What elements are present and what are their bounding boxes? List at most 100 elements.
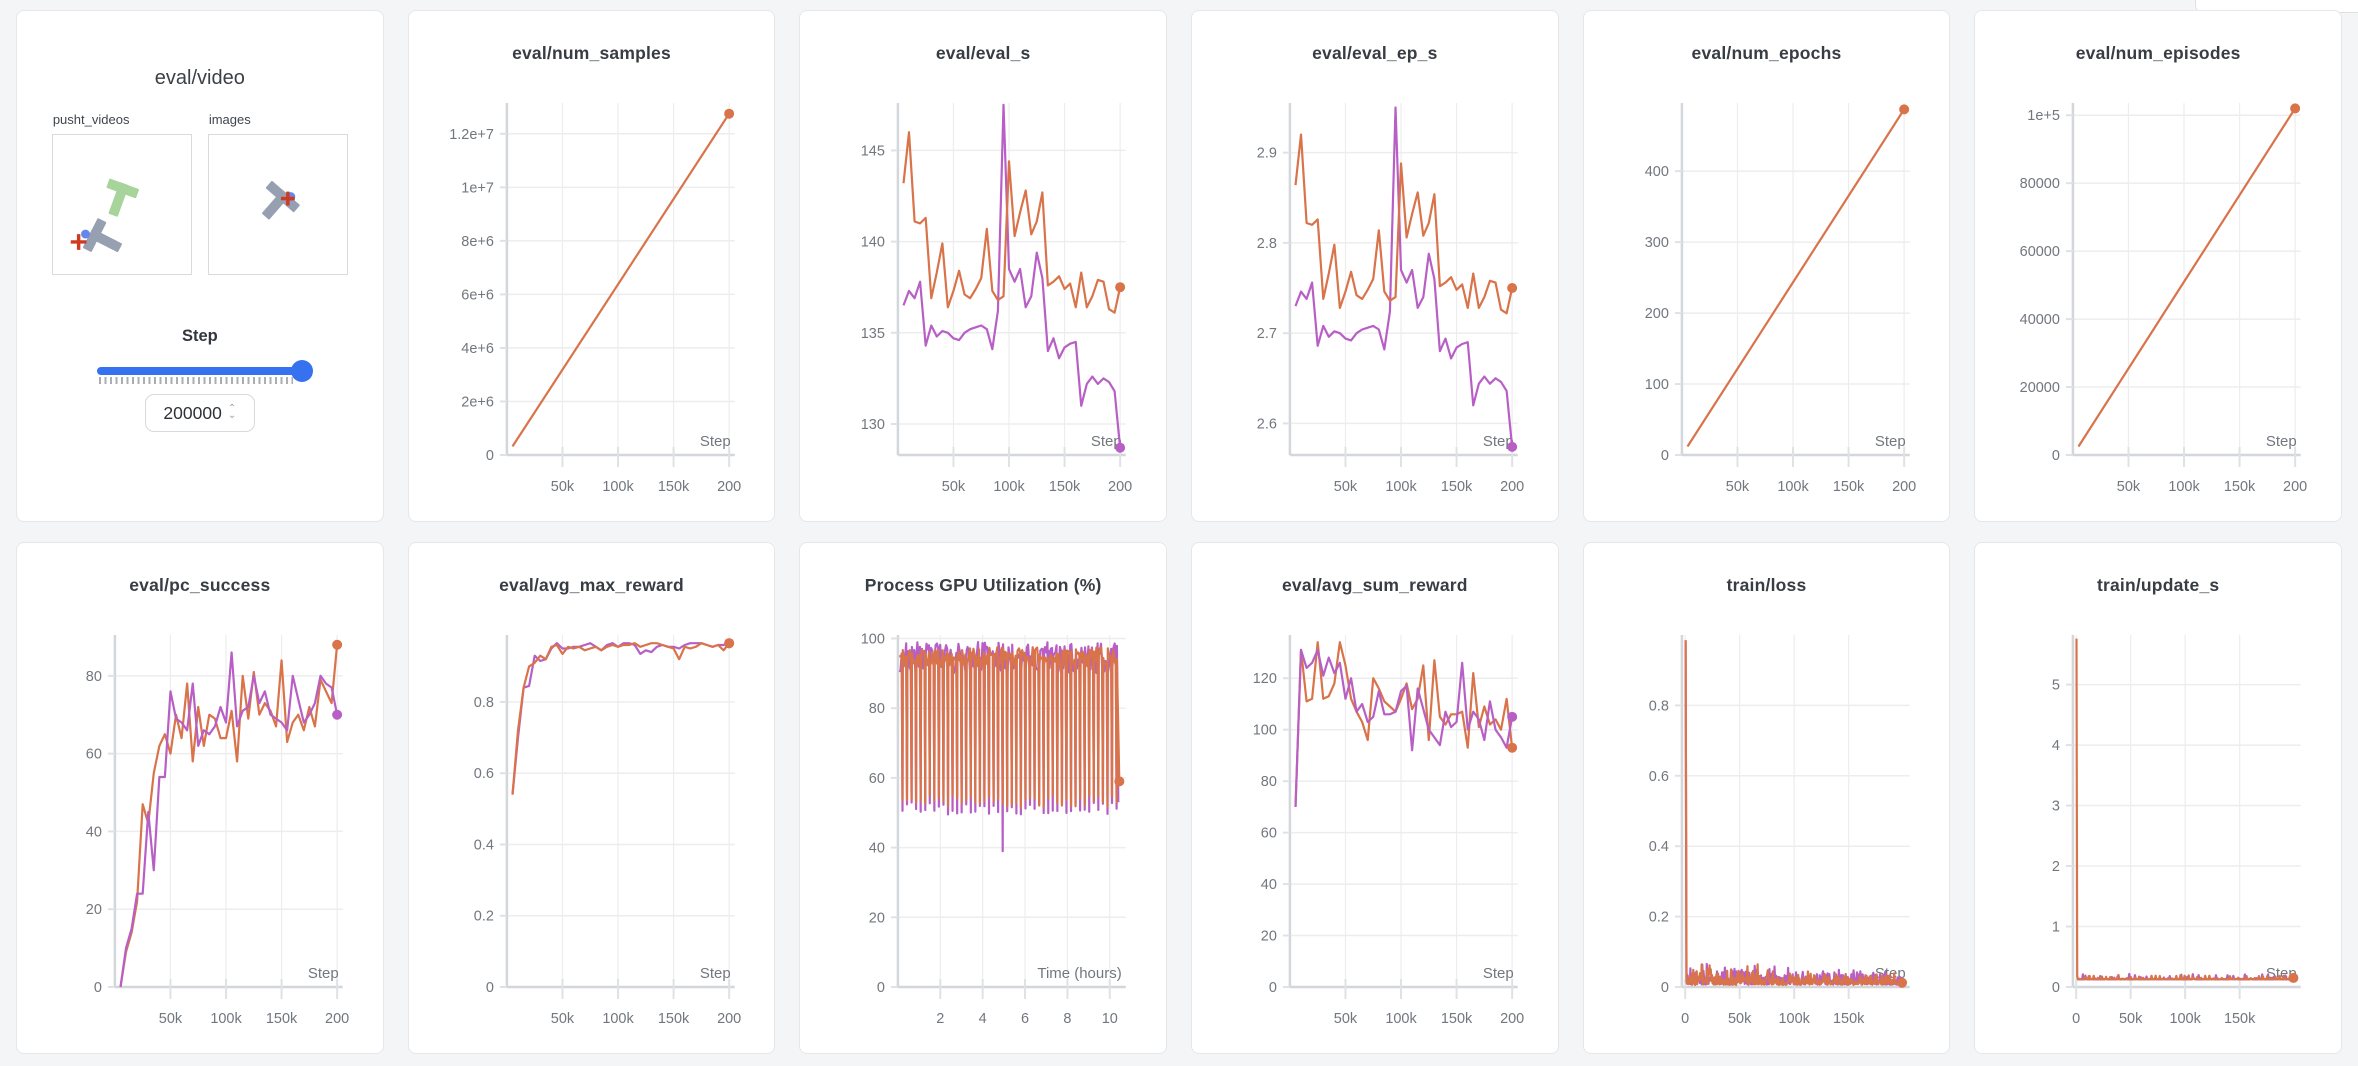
images-thumbnail[interactable] <box>207 134 348 275</box>
panel-eval-num-samples: eval/num_samples 0 2e+6 4e+6 6e+6 8e+6 1e+7 1.… <box>407 10 776 522</box>
svg-text:100: 100 <box>1253 723 1277 739</box>
svg-text:0.4: 0.4 <box>473 837 493 853</box>
svg-text:200: 200 <box>1500 479 1524 495</box>
svg-text:1e+5: 1e+5 <box>2028 108 2061 124</box>
svg-text:80: 80 <box>1261 774 1277 790</box>
step-value[interactable]: 200000 <box>163 402 222 423</box>
step-slider[interactable] <box>96 360 313 384</box>
svg-text:100: 100 <box>1644 377 1668 393</box>
svg-text:0: 0 <box>486 448 494 464</box>
goal-cross <box>280 191 295 206</box>
svg-text:2.7: 2.7 <box>1257 326 1277 342</box>
svg-text:150k: 150k <box>2224 479 2256 495</box>
slider-track[interactable] <box>96 360 313 382</box>
chart-plot[interactable]: 130 135 140 145 50k 100k 150k 200 Step <box>800 73 1166 521</box>
svg-text:50k: 50k <box>942 479 966 495</box>
svg-text:40: 40 <box>869 841 885 857</box>
chart-title: eval/num_episodes <box>2075 43 2241 63</box>
svg-text:Step: Step <box>1483 965 1514 982</box>
svg-text:6: 6 <box>1021 1011 1029 1027</box>
panel-train-loss: train/loss 0 0.2 0.4 0.6 0.8 0 50k 100k 150k Step <box>1582 542 1951 1054</box>
svg-text:20: 20 <box>1261 929 1277 945</box>
svg-text:2: 2 <box>2052 859 2060 875</box>
svg-text:0: 0 <box>2052 980 2060 996</box>
svg-text:0: 0 <box>2052 448 2060 464</box>
svg-text:Step: Step <box>1875 433 1906 450</box>
svg-text:40: 40 <box>86 824 102 840</box>
svg-text:0: 0 <box>1661 980 1669 996</box>
svg-text:Step: Step <box>308 965 339 982</box>
svg-text:100k: 100k <box>1385 479 1417 495</box>
svg-text:100k: 100k <box>1385 1011 1417 1027</box>
chart-title: train/loss <box>1726 575 1807 595</box>
chart-plot[interactable]: 0 20000 40000 60000 80000 1e+5 50k 100k 150k 200 S… <box>1975 73 2341 521</box>
svg-text:145: 145 <box>861 143 885 159</box>
chart-plot[interactable]: 0 0.2 0.4 0.6 0.8 0 50k 100k 150k Step <box>1584 605 1950 1053</box>
goal-cross <box>70 234 87 250</box>
svg-text:100: 100 <box>861 631 885 647</box>
chart-plot[interactable]: 2.6 2.7 2.8 2.9 50k 100k 150k 200 Step <box>1192 73 1558 521</box>
video-panel-title: eval/video <box>154 67 245 89</box>
svg-text:1.2e+7: 1.2e+7 <box>449 127 494 143</box>
svg-text:60000: 60000 <box>2020 244 2060 260</box>
chart-title: train/update_s <box>2096 575 2220 595</box>
images-label: images <box>208 112 251 127</box>
slider-thumb[interactable] <box>290 360 313 382</box>
svg-text:200: 200 <box>2283 479 2307 495</box>
svg-text:6e+6: 6e+6 <box>461 287 494 303</box>
chart-plot[interactable]: 0 20 40 60 80 50k 100k 150k 200 Step <box>17 605 383 1053</box>
chart-title: eval/num_epochs <box>1691 43 1842 63</box>
panel-grid: eval/video pusht_videos <box>16 10 2342 1054</box>
chart-plot[interactable]: 0 1 2 3 4 5 0 50k 100k 150k Step <box>1975 605 2341 1053</box>
svg-text:Step: Step <box>2266 433 2297 450</box>
chart-plot[interactable]: 0 20 40 60 80 100 2 4 6 8 10 Time (hours) <box>800 605 1166 1053</box>
svg-text:Step: Step <box>700 965 731 982</box>
svg-text:Time (hours): Time (hours) <box>1038 965 1122 982</box>
svg-text:100k: 100k <box>602 1011 634 1027</box>
step-value-input[interactable]: 200000 ⌃ ⌄ <box>144 394 255 432</box>
svg-text:50k: 50k <box>2119 1011 2143 1027</box>
svg-text:4: 4 <box>2052 738 2060 754</box>
svg-text:150k: 150k <box>658 479 690 495</box>
svg-text:20: 20 <box>86 902 102 918</box>
chart-title: eval/pc_success <box>129 575 271 595</box>
svg-text:5: 5 <box>2052 678 2060 694</box>
svg-text:100k: 100k <box>994 479 1026 495</box>
svg-text:0.4: 0.4 <box>1648 839 1668 855</box>
svg-text:100k: 100k <box>210 1011 242 1027</box>
chart-plot[interactable]: 0 0.2 0.4 0.6 0.8 50k 100k 150k 200 Step <box>409 605 775 1053</box>
pusht-video-frame <box>70 178 139 253</box>
chart-title: eval/avg_max_reward <box>499 575 684 595</box>
svg-text:130: 130 <box>861 417 885 433</box>
chart-svg: 0 20 40 60 80 50k 100k 150k 200 Step <box>86 635 349 1027</box>
svg-text:400: 400 <box>1644 164 1668 180</box>
svg-text:20: 20 <box>869 910 885 926</box>
chart-plot[interactable]: 0 20 40 60 80 100 120 50k 100k 150k 200 Step <box>1192 605 1558 1053</box>
svg-text:150k: 150k <box>658 1011 690 1027</box>
chart-plot[interactable]: 0 2e+6 4e+6 6e+6 8e+6 1e+7 1.2e+7 50k 100k 150k 20… <box>409 73 775 521</box>
pusht-video-thumbnail[interactable] <box>51 134 192 275</box>
svg-text:100k: 100k <box>602 479 634 495</box>
stepper-arrows-icon[interactable]: ⌃ ⌄ <box>227 403 237 421</box>
svg-text:0.2: 0.2 <box>473 909 493 925</box>
svg-text:100k: 100k <box>2169 479 2201 495</box>
chart-plot[interactable]: 0 100 200 300 400 50k 100k 150k 200 Step <box>1584 73 1950 521</box>
svg-text:200: 200 <box>1108 479 1132 495</box>
svg-text:10: 10 <box>1102 1011 1118 1027</box>
svg-text:2: 2 <box>937 1011 945 1027</box>
svg-text:150k: 150k <box>1833 479 1865 495</box>
svg-text:1: 1 <box>2052 920 2060 936</box>
svg-text:0.8: 0.8 <box>473 695 493 711</box>
svg-text:50k: 50k <box>159 1011 183 1027</box>
svg-text:100k: 100k <box>2170 1011 2202 1027</box>
svg-text:200: 200 <box>325 1011 349 1027</box>
panel-eval-avg-sum-reward: eval/avg_sum_reward 0 20 40 60 80 100 120 50k 10… <box>1190 542 1559 1054</box>
svg-text:150k: 150k <box>1833 1011 1865 1027</box>
svg-text:60: 60 <box>869 771 885 787</box>
svg-text:40: 40 <box>1261 877 1277 893</box>
svg-text:200: 200 <box>1500 1011 1524 1027</box>
svg-text:200: 200 <box>717 479 741 495</box>
svg-text:2.6: 2.6 <box>1257 416 1277 432</box>
chart-title: eval/num_samples <box>512 43 671 63</box>
